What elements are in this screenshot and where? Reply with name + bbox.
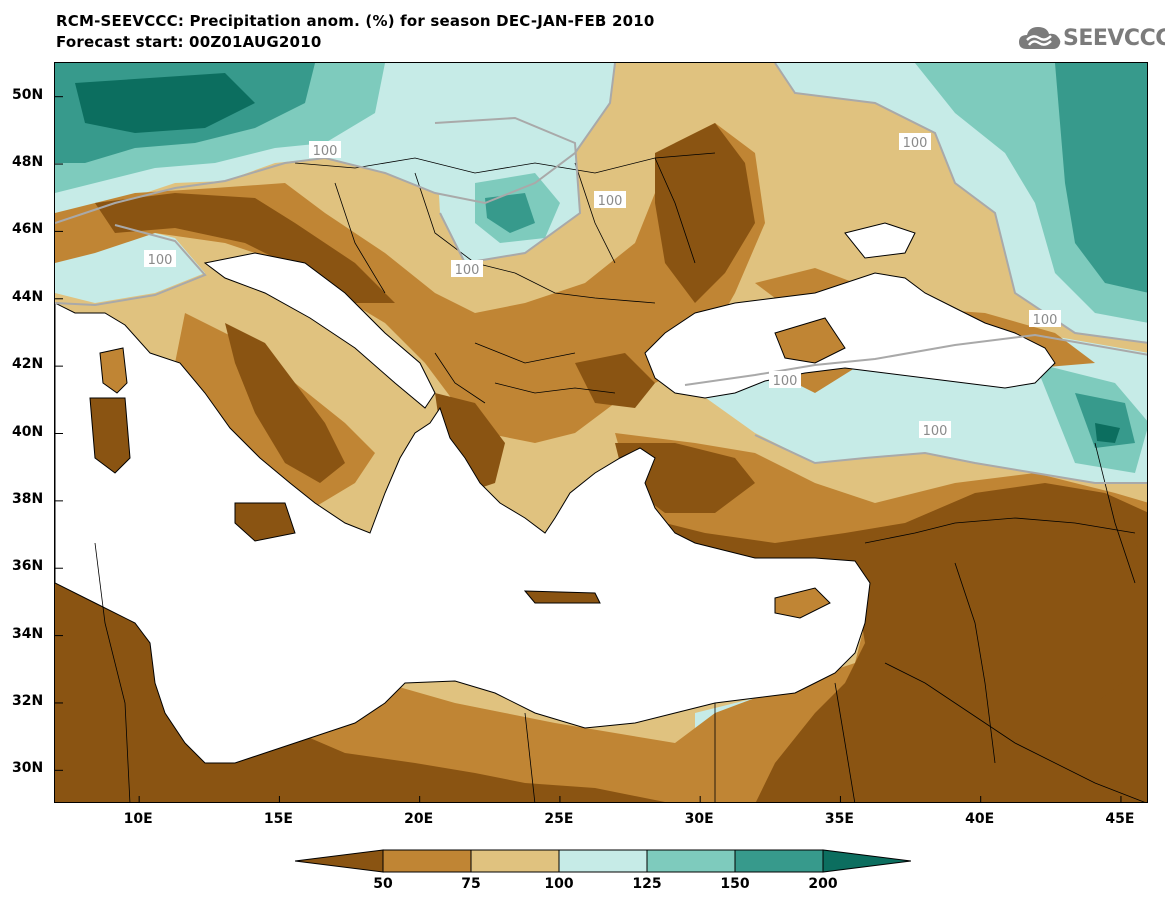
lat-label: 50N [12, 86, 44, 103]
tick-marks [55, 96, 1122, 802]
colorbar-label: 100 [544, 876, 574, 892]
contour-label: 100 [309, 141, 341, 159]
lat-label: 48N [12, 154, 44, 171]
seevccc-logo: SEEVCCC [1017, 22, 1165, 54]
colorbar-segment [295, 849, 384, 873]
lon-label: 10E [123, 811, 153, 827]
lat-label: 36N [12, 558, 44, 575]
lon-label: 20E [404, 811, 434, 827]
lat-label: 30N [12, 760, 44, 777]
contour-labels: 100 100 100 100 100 100 100 100 [144, 133, 1061, 439]
anomaly-map: 100 100 100 100 100 100 100 100 [55, 63, 1147, 802]
colorbar-segment [822, 849, 911, 873]
lat-label: 46N [12, 221, 44, 238]
lat-label: 38N [12, 490, 44, 507]
colorbar-segment [470, 849, 560, 873]
contour-label: 100 [1029, 310, 1061, 328]
lat-label: 32N [12, 692, 44, 709]
map-title: RCM-SEEVCCC: Precipitation anom. (%) for… [56, 12, 655, 30]
colorbar-label: 75 [461, 876, 481, 892]
svg-text:100: 100 [903, 136, 928, 151]
lat-label: 44N [12, 288, 44, 305]
svg-text:100: 100 [773, 374, 798, 389]
colorbar-label: 200 [808, 876, 838, 892]
contour-label: 100 [769, 371, 801, 389]
lon-label: 45E [1105, 811, 1135, 827]
anomaly-band-under-50 [55, 123, 1147, 802]
lat-label: 40N [12, 423, 44, 440]
colorbar-segment [558, 849, 648, 873]
contour-label: 100 [919, 421, 951, 439]
lat-label: 42N [12, 356, 44, 373]
sea-mask [55, 222, 1056, 764]
lon-label: 30E [684, 811, 714, 827]
colorbar [295, 849, 911, 873]
svg-text:100: 100 [598, 194, 623, 209]
contour-label: 100 [144, 250, 176, 268]
logo-text: SEEVCCC [1063, 25, 1165, 51]
map-panel: 100 100 100 100 100 100 100 100 [54, 62, 1148, 803]
contour-label: 100 [899, 133, 931, 151]
colorbar-segment [382, 849, 472, 873]
colorbar-segment [734, 849, 824, 873]
lon-label: 25E [544, 811, 574, 827]
svg-text:100: 100 [148, 253, 173, 268]
svg-text:100: 100 [1033, 313, 1058, 328]
colorbar-label: 150 [720, 876, 750, 892]
cloud-icon [1019, 27, 1061, 49]
lon-label: 35E [824, 811, 854, 827]
islands [89, 317, 846, 619]
svg-text:100: 100 [313, 144, 338, 159]
lon-label: 15E [263, 811, 293, 827]
borders [94, 152, 1145, 802]
forecast-start-label: Forecast start: 00Z01AUG2010 [56, 33, 322, 51]
colorbar-segment [646, 849, 736, 873]
contour-label: 100 [451, 260, 483, 278]
svg-text:100: 100 [923, 424, 948, 439]
colorbar-label: 125 [632, 876, 662, 892]
lon-label: 40E [965, 811, 995, 827]
contour-label: 100 [594, 191, 626, 209]
svg-text:100: 100 [455, 263, 480, 278]
lat-label: 34N [12, 625, 44, 642]
colorbar-label: 50 [373, 876, 393, 892]
